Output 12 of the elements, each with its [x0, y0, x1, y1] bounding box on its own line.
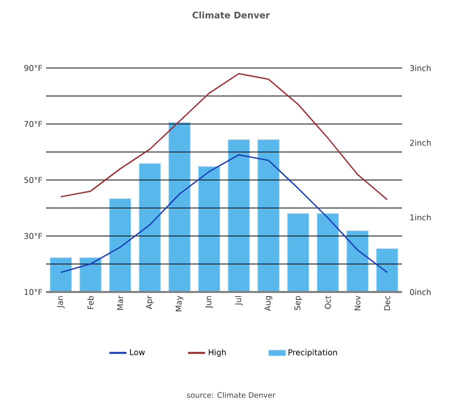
- bar: [258, 140, 280, 292]
- bar: [317, 214, 339, 292]
- bar: [346, 230, 368, 292]
- bar: [109, 198, 131, 292]
- line-series: [60, 154, 388, 274]
- bar: [287, 214, 309, 292]
- bar: [139, 164, 161, 292]
- bar: [198, 166, 220, 292]
- bar: [228, 140, 250, 292]
- line-series: [60, 72, 388, 200]
- bar: [168, 122, 190, 292]
- chart-title: Climate Denver: [192, 12, 270, 18]
